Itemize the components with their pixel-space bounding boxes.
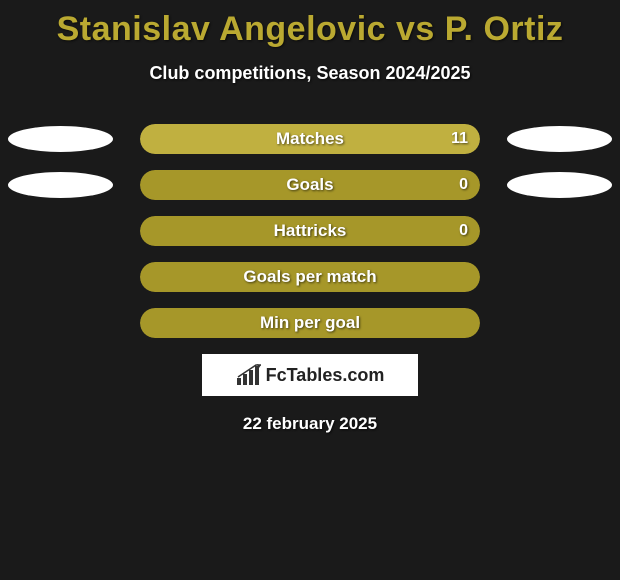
stat-bar: Goals per match	[140, 262, 480, 292]
page-title: Stanislav Angelovic vs P. Ortiz	[0, 0, 620, 49]
stat-label: Goals	[286, 175, 333, 195]
logo-text: FcTables.com	[266, 365, 385, 386]
comparison-chart: Matches 11 Goals 0 Hattricks 0 Goals per match…	[0, 124, 620, 338]
player-right-marker	[507, 172, 612, 198]
fctables-logo-icon	[236, 364, 262, 386]
stat-bar: Matches 11	[140, 124, 480, 154]
page-subtitle: Club competitions, Season 2024/2025	[0, 63, 620, 84]
player-left-marker	[8, 126, 113, 152]
player-right-marker	[507, 126, 612, 152]
stat-value-right: 0	[459, 222, 468, 240]
stat-row: Matches 11	[0, 124, 620, 154]
player-left-marker	[8, 172, 113, 198]
stat-value-right: 11	[451, 130, 468, 148]
stat-bar: Goals 0	[140, 170, 480, 200]
stat-label: Goals per match	[243, 267, 376, 287]
stat-value-right: 0	[459, 176, 468, 194]
logo-box: FcTables.com	[202, 354, 418, 396]
stat-row: Goals per match	[0, 262, 620, 292]
stat-row: Min per goal	[0, 308, 620, 338]
stat-label: Matches	[276, 129, 344, 149]
stat-bar: Hattricks 0	[140, 216, 480, 246]
stat-label: Min per goal	[260, 313, 360, 333]
stat-row: Hattricks 0	[0, 216, 620, 246]
stat-label: Hattricks	[274, 221, 347, 241]
date-line: 22 february 2025	[0, 414, 620, 434]
stat-bar: Min per goal	[140, 308, 480, 338]
stat-row: Goals 0	[0, 170, 620, 200]
